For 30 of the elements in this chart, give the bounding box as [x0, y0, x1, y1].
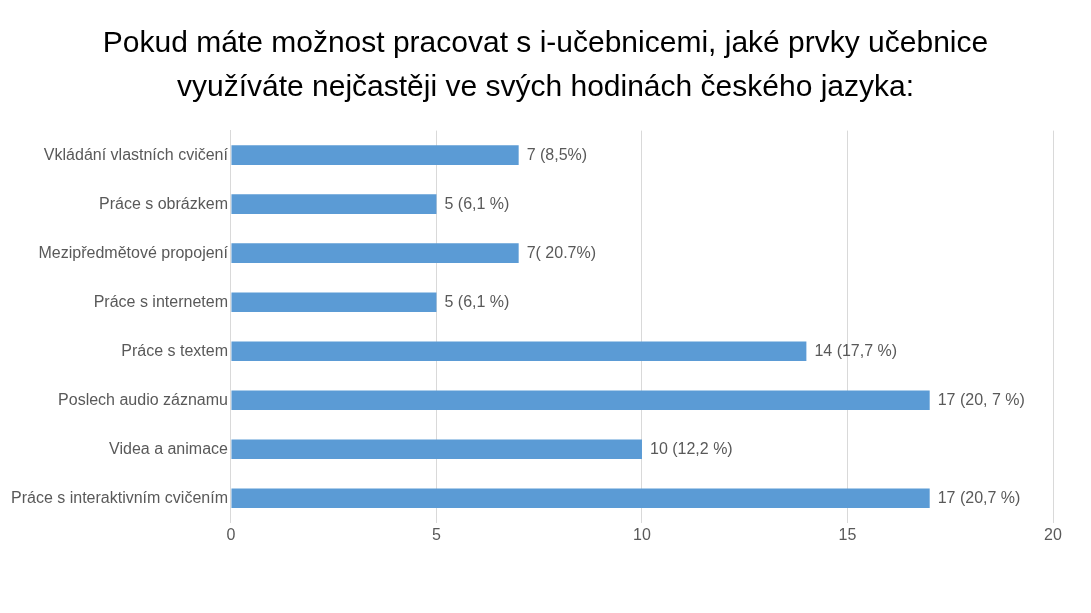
chart-title: Pokud máte možnost pracovat s i-učebnicemi, jaké prvky učebnice využíváte nejčastěji ve svých hodinách českého jazyka: — [101, 24, 990, 104]
bar — [231, 390, 930, 411]
data-label: 5 (6,1 %) — [444, 292, 510, 310]
y-tick-label: Mezipředmětové propojení — [38, 243, 229, 261]
x-tick-label: 15 — [838, 525, 857, 543]
y-tick-label: Videa a animace — [109, 439, 229, 457]
bar — [231, 439, 642, 460]
x-tick-label: 5 — [432, 525, 442, 543]
data-label: 7( 20.7%) — [526, 243, 597, 261]
bar — [231, 243, 519, 263]
bar — [231, 341, 807, 362]
bar — [231, 488, 930, 509]
bar — [231, 145, 519, 165]
y-tick-label: Práce s textem — [121, 341, 228, 359]
data-label: 14 (17,7 %) — [814, 341, 898, 359]
x-tick-label: 20 — [1044, 525, 1062, 543]
data-label: 10 (12,2 %) — [649, 439, 733, 457]
bar — [231, 194, 437, 214]
y-tick-label: Poslech audio záznamu — [58, 390, 228, 408]
data-label: 5 (6,1 %) — [444, 194, 510, 212]
x-tick-label: 10 — [633, 525, 651, 543]
data-label: 17 (20, 7 %) — [937, 390, 1025, 408]
data-label: 17 (20,7 %) — [937, 488, 1021, 506]
x-tick-label: 0 — [226, 525, 236, 543]
y-tick-label: Práce s interaktivním cvičením — [11, 488, 228, 506]
y-tick-label: Práce s internetem — [93, 292, 228, 310]
y-tick-label: Práce s obrázkem — [99, 194, 228, 212]
data-label: 7 (8,5%) — [526, 145, 588, 163]
y-tick-label: Vkládání vlastních cvičení — [43, 145, 229, 163]
bar — [231, 292, 437, 312]
